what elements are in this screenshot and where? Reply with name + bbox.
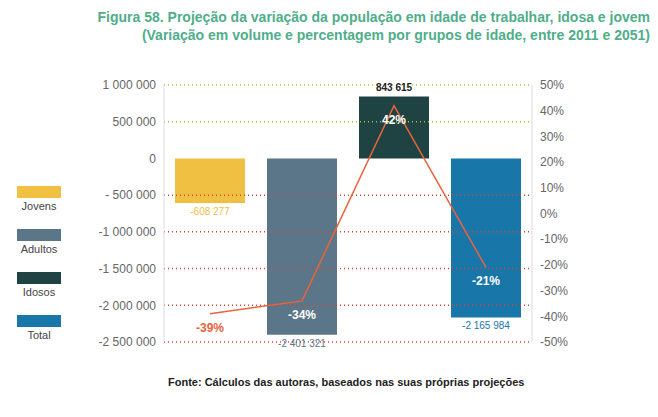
html-text:Total: Total bbox=[27, 329, 51, 341]
svg-text:-1 000 000: -1 000 000 bbox=[99, 225, 157, 239]
html-text:(Variação em volume e percenta: (Variação em volume e percentagem por gr… bbox=[141, 27, 650, 43]
html-text:Idosos: Idosos bbox=[22, 286, 56, 298]
svg-text:20%: 20% bbox=[540, 155, 564, 169]
svg-text:-50%: -50% bbox=[540, 335, 568, 349]
svg-text:30%: 30% bbox=[540, 130, 564, 144]
html-text:Jovens: Jovens bbox=[21, 200, 57, 212]
svg-text:-1 500 000: -1 500 000 bbox=[99, 262, 157, 276]
svg-text:-40%: -40% bbox=[540, 310, 568, 324]
svg-text:-2 500 000: -2 500 000 bbox=[99, 335, 157, 349]
svg-text:-21%: -21% bbox=[472, 274, 500, 288]
svg-text:843 615: 843 615 bbox=[376, 82, 413, 93]
svg-text:40%: 40% bbox=[540, 104, 564, 118]
svg-text:50%: 50% bbox=[540, 78, 564, 92]
svg-text:- 500 000: - 500 000 bbox=[105, 188, 156, 202]
html-text:Fonte: Cálculos das autoras, b: Fonte: Cálculos das autoras, baseados na… bbox=[168, 376, 525, 388]
svg-text:-39%: -39% bbox=[196, 321, 224, 335]
svg-text:-34%: -34% bbox=[288, 308, 316, 322]
html-text:Figura 58. Projeção da variaçã: Figura 58. Projeção da variação da popul… bbox=[97, 9, 650, 25]
svg-text:-20%: -20% bbox=[540, 258, 568, 272]
svg-text:42%: 42% bbox=[382, 113, 406, 127]
svg-text:-2 000 000: -2 000 000 bbox=[99, 299, 157, 313]
svg-text:-2 401 321: -2 401 321 bbox=[278, 338, 326, 349]
svg-text:-608 277: -608 277 bbox=[190, 206, 230, 217]
html-text:Adultos: Adultos bbox=[20, 243, 58, 255]
svg-text:500 000: 500 000 bbox=[113, 115, 157, 129]
svg-text:0%: 0% bbox=[540, 207, 558, 221]
svg-text:1 000 000: 1 000 000 bbox=[103, 78, 157, 92]
svg-text:0: 0 bbox=[149, 152, 156, 166]
svg-text:-30%: -30% bbox=[540, 284, 568, 298]
svg-text:-2 165 984: -2 165 984 bbox=[462, 320, 510, 331]
svg-text:10%: 10% bbox=[540, 181, 564, 195]
svg-text:-10%: -10% bbox=[540, 232, 568, 246]
